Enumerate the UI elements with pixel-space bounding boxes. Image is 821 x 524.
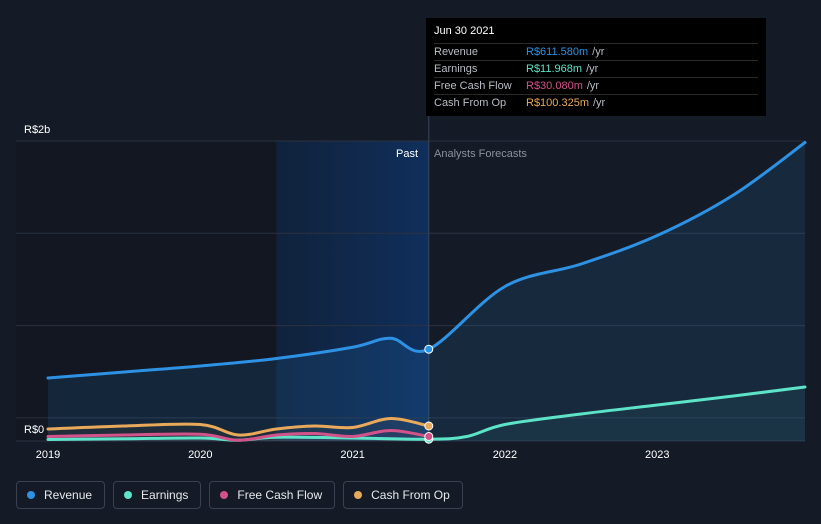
tooltip-value: R$30.080m xyxy=(526,80,583,92)
tooltip-row-cash-from-op: Cash From Op R$100.325m /yr xyxy=(434,94,758,111)
tooltip-value: R$611.580m xyxy=(526,46,589,58)
forecast-label: Analysts Forecasts xyxy=(434,148,527,160)
tooltip-label: Revenue xyxy=(434,46,479,58)
legend-label: Free Cash Flow xyxy=(237,488,323,502)
dot-icon xyxy=(124,491,133,499)
tooltip-unit: /yr xyxy=(586,63,599,75)
legend-label: Earnings xyxy=(141,488,189,502)
tooltip-label: Earnings xyxy=(434,63,478,75)
free-cash-flow-line xyxy=(46,428,431,442)
revenue-marker xyxy=(424,344,434,354)
cash-from-op-marker xyxy=(424,421,434,431)
highlight-band xyxy=(276,141,429,441)
x-tick-label: 2021 xyxy=(340,449,364,461)
x-tick-label: 2019 xyxy=(36,449,60,461)
y-tick-label: R$0 xyxy=(24,424,44,436)
legend-item-cash-from-op[interactable]: Cash From Op xyxy=(343,481,463,509)
x-tick-label: 2020 xyxy=(188,449,212,461)
legend: Revenue Earnings Free Cash Flow Cash Fro… xyxy=(16,481,463,509)
revenue-area xyxy=(48,142,805,441)
tooltip-unit: /yr xyxy=(592,46,605,58)
tooltip-row-earnings: Earnings R$11.968m /yr xyxy=(434,60,758,77)
legend-item-earnings[interactable]: Earnings xyxy=(113,481,202,509)
past-label: Past xyxy=(396,148,418,160)
earnings-area xyxy=(48,387,805,441)
tooltip-value: R$11.968m xyxy=(526,63,583,75)
tooltip-date: Jun 30 2021 xyxy=(434,25,495,37)
legend-item-free-cash-flow[interactable]: Free Cash Flow xyxy=(209,481,336,509)
tooltip-row-free-cash-flow: Free Cash Flow R$30.080m /yr xyxy=(434,77,758,94)
tooltip: Jun 30 2021 Revenue R$611.580m /yr Earni… xyxy=(426,18,766,116)
y-tick-label: R$2b xyxy=(24,124,50,136)
tooltip-label: Free Cash Flow xyxy=(434,80,512,92)
legend-item-revenue[interactable]: Revenue xyxy=(16,481,106,509)
tooltip-value: R$100.325m xyxy=(526,97,589,109)
tooltip-unit: /yr xyxy=(593,97,606,109)
legend-label: Revenue xyxy=(44,488,93,502)
dot-icon xyxy=(220,491,229,499)
tooltip-unit: /yr xyxy=(586,80,600,92)
cash-from-op-line xyxy=(46,416,431,437)
dot-icon xyxy=(27,491,35,499)
tooltip-label: Cash From Op xyxy=(434,97,507,109)
x-tick-label: 2022 xyxy=(493,449,517,461)
legend-label: Cash From Op xyxy=(371,488,450,502)
tooltip-row-revenue: Revenue R$611.580m /yr xyxy=(434,43,758,60)
x-tick-label: 2023 xyxy=(645,449,669,461)
dot-icon xyxy=(354,491,363,499)
free-cash-flow-marker xyxy=(424,432,434,441)
